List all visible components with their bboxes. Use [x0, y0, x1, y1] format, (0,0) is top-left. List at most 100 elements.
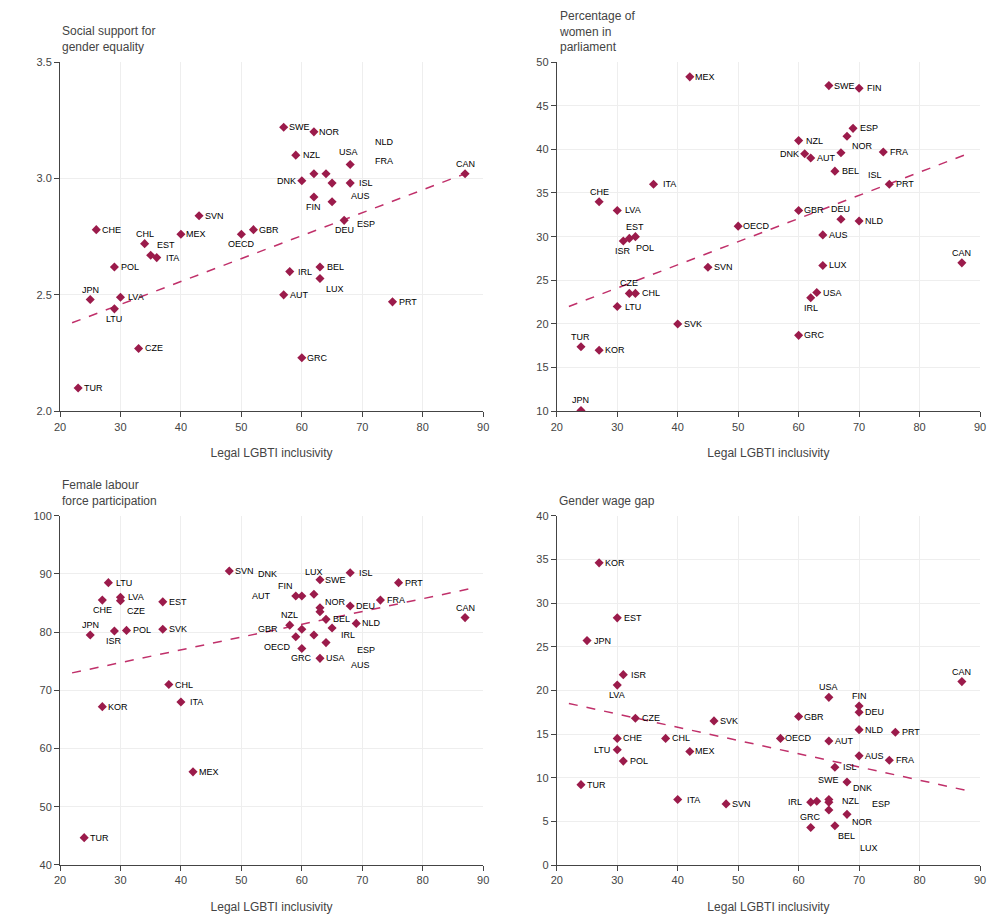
svg-text:30: 30: [114, 421, 126, 433]
svg-text:DEU: DEU: [335, 225, 354, 235]
svg-text:LVA: LVA: [609, 690, 625, 700]
svg-text:LUX: LUX: [326, 284, 344, 294]
svg-text:CHL: CHL: [136, 229, 154, 239]
svg-text:40: 40: [672, 874, 684, 886]
svg-text:EST: EST: [626, 222, 644, 232]
svg-text:JPN: JPN: [82, 285, 99, 295]
svg-text:CAN: CAN: [456, 603, 475, 613]
svg-text:PRT: PRT: [405, 578, 423, 588]
svg-text:50: 50: [235, 421, 247, 433]
svg-text:60: 60: [793, 874, 805, 886]
svg-text:70: 70: [853, 874, 865, 886]
svg-text:CZE: CZE: [127, 606, 145, 616]
svg-text:90: 90: [974, 874, 986, 886]
svg-text:20: 20: [551, 421, 563, 433]
svg-text:SVN: SVN: [714, 262, 733, 272]
svg-text:GRC: GRC: [291, 653, 312, 663]
svg-text:MEX: MEX: [186, 229, 206, 239]
svg-text:20: 20: [536, 318, 548, 330]
svg-text:EST: EST: [157, 240, 175, 250]
svg-text:45: 45: [536, 100, 548, 112]
svg-text:SWE: SWE: [289, 122, 310, 132]
svg-text:CZE: CZE: [145, 343, 163, 353]
svg-text:30: 30: [611, 874, 623, 886]
svg-text:AUT: AUT: [817, 153, 836, 163]
svg-text:30: 30: [611, 421, 623, 433]
svg-text:BEL: BEL: [842, 166, 859, 176]
svg-text:USA: USA: [339, 147, 358, 157]
svg-text:CAN: CAN: [456, 159, 475, 169]
svg-text:ESP: ESP: [357, 645, 375, 655]
svg-text:80: 80: [913, 421, 925, 433]
svg-text:IRL: IRL: [341, 630, 355, 640]
svg-text:FRA: FRA: [896, 755, 914, 765]
svg-text:FIN: FIN: [852, 691, 867, 701]
svg-text:20: 20: [54, 421, 66, 433]
svg-text:50: 50: [732, 874, 744, 886]
svg-text:90: 90: [974, 421, 986, 433]
svg-text:EST: EST: [624, 613, 642, 623]
svg-text:SVN: SVN: [205, 211, 224, 221]
svg-text:50: 50: [40, 801, 52, 813]
svg-text:20: 20: [551, 874, 563, 886]
svg-text:AUS: AUS: [351, 660, 370, 670]
svg-text:25: 25: [536, 641, 548, 653]
svg-text:Female labourforce participati: Female labourforce participation: [62, 478, 157, 508]
svg-text:NZL: NZL: [806, 136, 823, 146]
svg-text:AUT: AUT: [252, 591, 271, 601]
svg-text:KOR: KOR: [605, 345, 625, 355]
svg-text:Legal LGBTI inclusivity: Legal LGBTI inclusivity: [707, 900, 829, 914]
svg-text:ESP: ESP: [357, 219, 375, 229]
svg-text:MEX: MEX: [695, 746, 715, 756]
svg-text:GRC: GRC: [804, 330, 825, 340]
svg-text:50: 50: [536, 56, 548, 68]
svg-text:ISL: ISL: [359, 178, 373, 188]
svg-text:35: 35: [536, 553, 548, 565]
svg-text:POL: POL: [133, 625, 151, 635]
svg-text:10: 10: [536, 772, 548, 784]
svg-text:80: 80: [913, 874, 925, 886]
svg-text:FRA: FRA: [890, 147, 908, 157]
svg-text:Legal LGBTI inclusivity: Legal LGBTI inclusivity: [707, 446, 829, 460]
svg-text:POL: POL: [121, 262, 139, 272]
svg-text:NLD: NLD: [375, 137, 394, 147]
svg-text:LVA: LVA: [128, 592, 144, 602]
svg-text:70: 70: [853, 421, 865, 433]
svg-text:FRA: FRA: [375, 156, 393, 166]
svg-text:NZL: NZL: [303, 150, 320, 160]
svg-text:IRL: IRL: [804, 303, 818, 313]
svg-text:DNK: DNK: [258, 569, 277, 579]
svg-text:LUX: LUX: [305, 567, 323, 577]
svg-text:100: 100: [33, 510, 51, 522]
svg-text:DEU: DEU: [865, 707, 884, 717]
svg-text:ISR: ISR: [631, 670, 647, 680]
svg-text:KOR: KOR: [108, 702, 128, 712]
svg-text:FIN: FIN: [306, 202, 321, 212]
svg-text:OECD: OECD: [228, 239, 255, 249]
svg-text:CHL: CHL: [175, 680, 193, 690]
svg-text:NZL: NZL: [842, 796, 859, 806]
svg-text:SWE: SWE: [818, 775, 839, 785]
svg-text:BEL: BEL: [333, 614, 350, 624]
svg-text:GBR: GBR: [259, 225, 279, 235]
svg-text:IRL: IRL: [788, 797, 802, 807]
svg-text:CZE: CZE: [620, 278, 638, 288]
svg-text:NLD: NLD: [865, 216, 884, 226]
svg-text:POL: POL: [630, 756, 648, 766]
svg-text:CHL: CHL: [642, 288, 660, 298]
svg-text:DNK: DNK: [277, 176, 296, 186]
svg-text:GRC: GRC: [800, 812, 821, 822]
svg-text:90: 90: [477, 421, 489, 433]
svg-text:AUS: AUS: [351, 191, 370, 201]
svg-text:Social support forgender equal: Social support forgender equality: [62, 24, 155, 54]
svg-text:GBR: GBR: [258, 624, 278, 634]
svg-text:ISL: ISL: [868, 170, 882, 180]
svg-text:IRL: IRL: [298, 267, 312, 277]
svg-text:GBR: GBR: [804, 712, 824, 722]
svg-text:MEX: MEX: [695, 72, 715, 82]
svg-text:CHL: CHL: [672, 733, 690, 743]
svg-text:CHE: CHE: [623, 733, 642, 743]
svg-text:FIN: FIN: [278, 581, 293, 591]
svg-text:CAN: CAN: [952, 667, 971, 677]
svg-text:70: 70: [356, 421, 368, 433]
